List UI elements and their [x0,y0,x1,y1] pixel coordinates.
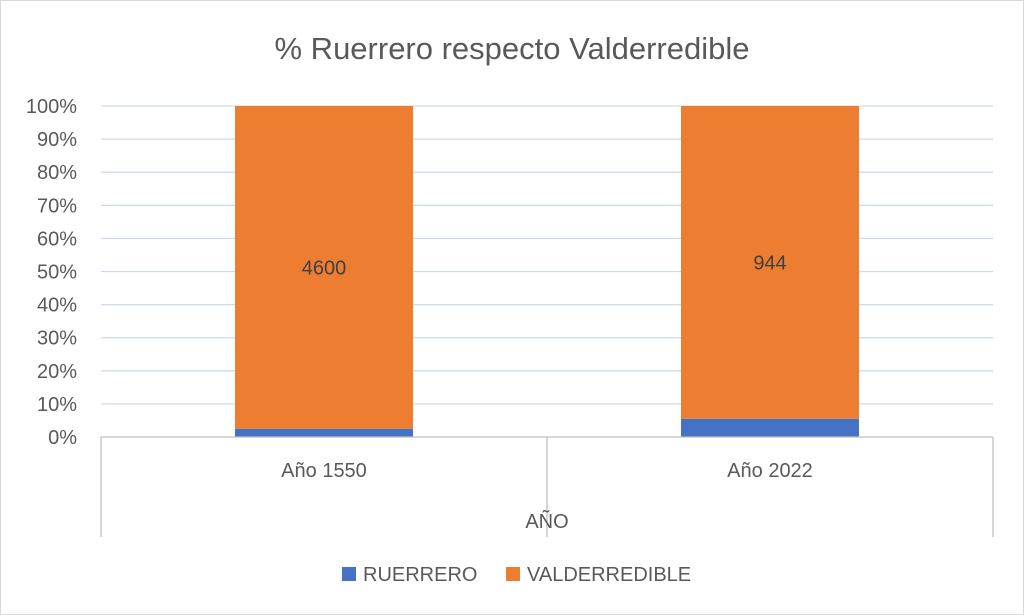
legend-label-valderredible: VALDERREDIBLE [527,564,691,586]
y-tick-label: 40% [37,295,77,317]
y-tick-label: 30% [37,328,77,350]
chart-title: % Ruerrero respecto Valderredible [275,31,750,66]
data-label: 4600 [302,257,347,279]
y-axis-tick-labels: 0% 10% 20% 30% 40% 50% 60% 70% 80% 90% 100% [26,96,77,449]
bar-ruerrero-2 [681,418,859,437]
y-tick-label: 10% [37,394,77,416]
data-labels: 4600 944 [302,252,787,279]
bar-valderredible-1 [235,106,413,429]
legend-swatch-ruerrero [342,567,356,581]
bar-ruerrero-1 [235,428,413,437]
bar-valderredible-2 [681,106,859,419]
y-tick-label: 100% [26,96,77,118]
y-tick-label: 20% [37,361,77,383]
y-tick-label: 60% [37,228,77,250]
data-label: 944 [753,252,786,274]
x-axis-title: AÑO [525,509,568,533]
legend-label-ruerrero: RUERRERO [363,564,477,586]
y-tick-label: 80% [37,162,77,184]
y-tick-label: 70% [37,195,77,217]
y-tick-label: 50% [37,262,77,284]
gridlines [101,105,993,405]
category-axis-frame [100,436,994,537]
y-tick-label: 90% [37,129,77,151]
x-category-label: Año 1550 [281,460,367,482]
y-tick-label: 0% [48,427,77,449]
legend-swatch-valderredible [506,567,520,581]
bars [235,106,859,437]
x-axis-category-labels: Año 1550 Año 2022 [281,460,813,482]
legend: RUERRERO VALDERREDIBLE [342,564,691,586]
x-category-label: Año 2022 [727,460,813,482]
